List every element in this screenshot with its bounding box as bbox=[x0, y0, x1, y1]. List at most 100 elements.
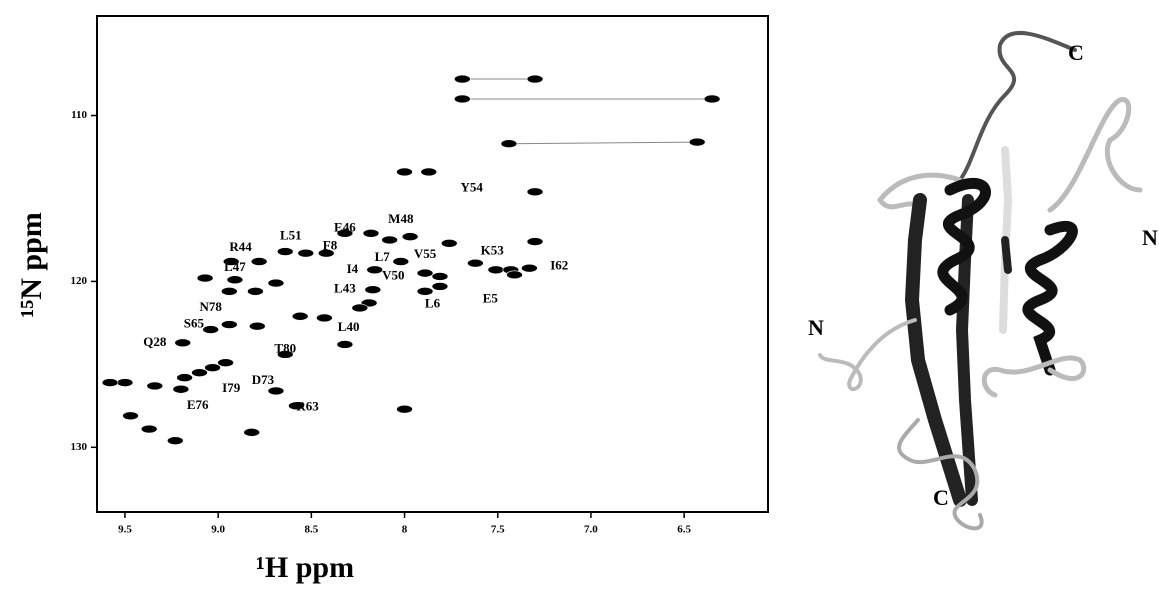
peak-label: V55 bbox=[414, 246, 437, 261]
peak bbox=[276, 350, 294, 359]
peak-label: S65 bbox=[184, 316, 205, 331]
x-tick-label: 9.5 bbox=[118, 524, 132, 536]
x-axis-label: ¹H ppm bbox=[256, 551, 354, 584]
peak-connector bbox=[508, 141, 698, 145]
peak-label: I62 bbox=[550, 257, 568, 272]
x-tick-label: 8.5 bbox=[304, 524, 318, 536]
peak bbox=[487, 265, 505, 275]
peak bbox=[521, 263, 538, 273]
peak bbox=[440, 238, 458, 248]
peak bbox=[221, 287, 238, 296]
peak bbox=[526, 237, 544, 246]
peak bbox=[247, 287, 264, 296]
y-tick-label: 110 bbox=[71, 109, 87, 121]
peak bbox=[420, 167, 438, 177]
peak-label: L43 bbox=[334, 281, 356, 296]
peak-label: L40 bbox=[338, 319, 360, 334]
peak bbox=[401, 232, 419, 241]
peak-label: L47 bbox=[224, 259, 246, 274]
peak bbox=[336, 229, 354, 238]
peak bbox=[122, 411, 139, 421]
peak bbox=[226, 275, 244, 285]
peak bbox=[196, 273, 214, 283]
peak bbox=[191, 368, 208, 377]
terminus-label: C bbox=[933, 485, 949, 510]
x-tick-label: 8 bbox=[402, 524, 408, 536]
plot-frame bbox=[96, 15, 769, 513]
peak bbox=[454, 74, 471, 84]
peak bbox=[146, 381, 164, 391]
peak bbox=[506, 270, 523, 280]
peak bbox=[688, 137, 706, 147]
y-axis-label: ¹⁵N ppm bbox=[15, 212, 48, 318]
peak-label: N78 bbox=[200, 299, 223, 314]
peak bbox=[217, 358, 234, 368]
x-tick-label: 7.5 bbox=[491, 524, 505, 536]
peak bbox=[366, 265, 384, 275]
peak bbox=[317, 248, 335, 258]
peak-label: V50 bbox=[382, 267, 404, 282]
peak bbox=[467, 258, 484, 268]
peak bbox=[431, 282, 449, 291]
peak bbox=[250, 257, 268, 266]
peak bbox=[140, 424, 158, 434]
peak bbox=[291, 311, 309, 321]
peak-label: E46 bbox=[334, 219, 356, 234]
terminus-label: C bbox=[1068, 40, 1084, 65]
peak bbox=[431, 272, 449, 281]
x-tick-label: 9.0 bbox=[211, 524, 225, 536]
peak bbox=[172, 384, 190, 394]
peak-label: D73 bbox=[252, 372, 275, 387]
peak bbox=[276, 247, 294, 256]
peak bbox=[297, 248, 315, 258]
peak bbox=[362, 229, 380, 238]
peak bbox=[336, 340, 354, 349]
peak-label: L6 bbox=[425, 296, 441, 311]
peak-label: F8 bbox=[323, 238, 338, 253]
protein-ribbon bbox=[818, 31, 1143, 531]
peak bbox=[392, 257, 410, 266]
peak bbox=[703, 94, 721, 104]
peak bbox=[174, 338, 192, 348]
peak bbox=[248, 321, 266, 331]
peak bbox=[204, 363, 221, 372]
peak-label: E76 bbox=[187, 397, 209, 412]
peak bbox=[316, 313, 333, 323]
terminus-label: N bbox=[1142, 225, 1158, 250]
peak bbox=[176, 373, 193, 382]
peak-label: Y54 bbox=[460, 180, 483, 195]
peak bbox=[166, 436, 184, 445]
peak bbox=[288, 401, 305, 411]
peak bbox=[526, 74, 544, 84]
peak bbox=[222, 257, 240, 266]
y-tick-label: 130 bbox=[71, 441, 88, 453]
peak bbox=[396, 404, 413, 414]
peak bbox=[416, 268, 434, 278]
peak-label: R63 bbox=[296, 398, 319, 413]
peak bbox=[416, 287, 434, 296]
peak bbox=[116, 378, 134, 387]
peak-label: M48 bbox=[388, 211, 414, 226]
peak-label: L51 bbox=[280, 228, 302, 243]
x-tick-label: 6.5 bbox=[677, 524, 691, 536]
peak bbox=[454, 94, 471, 104]
peak bbox=[396, 167, 413, 177]
peak bbox=[364, 285, 382, 295]
peak-label: T80 bbox=[274, 340, 296, 355]
peak-label: Q28 bbox=[143, 334, 167, 349]
peak bbox=[101, 378, 119, 387]
y-tick-label: 120 bbox=[71, 275, 88, 287]
peak-label: I4 bbox=[347, 261, 359, 276]
peak bbox=[381, 235, 398, 245]
peak-label: R44 bbox=[229, 239, 252, 254]
peak bbox=[267, 386, 285, 396]
peak bbox=[351, 303, 369, 313]
peak bbox=[221, 320, 238, 329]
x-tick-label: 7.0 bbox=[584, 524, 598, 536]
peak bbox=[500, 139, 518, 149]
peak bbox=[243, 428, 261, 437]
peak-label: L7 bbox=[375, 249, 391, 264]
peak-label: K53 bbox=[481, 243, 505, 258]
